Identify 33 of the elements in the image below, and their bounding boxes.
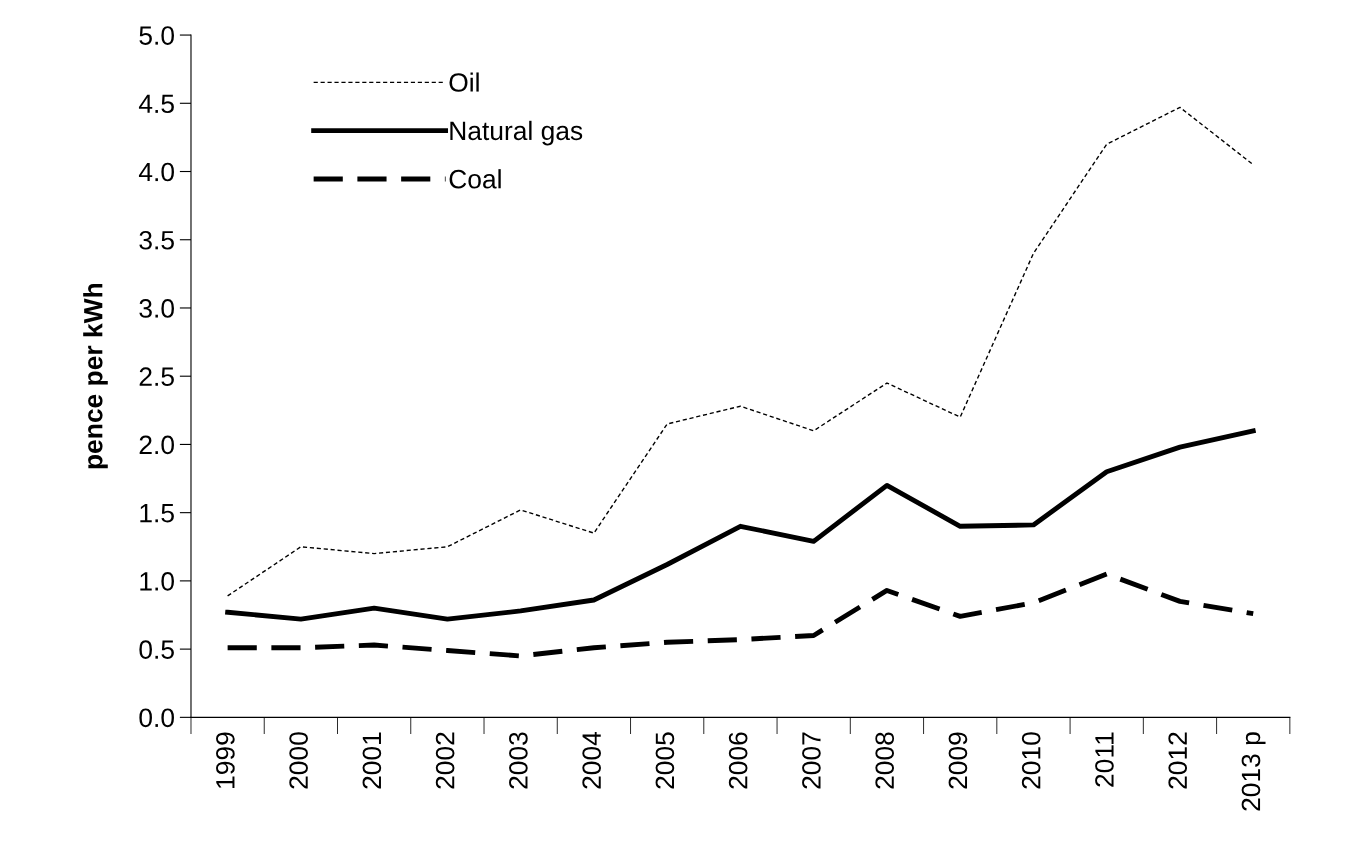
y-axis-title: pence per kWh	[83, 283, 108, 469]
y-tick-label: 4.0	[138, 162, 174, 182]
y-tick-label: 0.0	[139, 708, 174, 728]
y-tick-label: 2.0	[139, 435, 174, 455]
line-series	[226, 106, 1254, 597]
x-tick-label: 2009	[948, 732, 968, 789]
line-series	[225, 428, 1256, 622]
x-tick-label: 2005	[655, 732, 675, 789]
x-tick-label: 2004	[582, 732, 601, 789]
x-tick-label: 2003	[509, 732, 528, 789]
x-tick-label: 2007	[802, 732, 821, 789]
y-tick-label: 0.5	[139, 640, 174, 659]
legend-label: Natural gas	[450, 120, 583, 146]
x-tick-label: 2002	[435, 732, 455, 789]
y-tick-label: 4.5	[138, 94, 174, 114]
y-tick-label: 3.5	[139, 230, 174, 250]
y-tick-label: 1.0	[140, 572, 174, 591]
legend-label: Oil	[449, 72, 479, 92]
x-tick-label: 2006	[728, 732, 748, 789]
x-tick-label: 2000	[289, 732, 308, 789]
x-tick-label: 2011	[1095, 732, 1114, 787]
y-tick-label: 1.5	[140, 504, 174, 523]
x-tick-label: 2008	[875, 732, 895, 789]
y-tick-label: 3.0	[139, 299, 174, 318]
x-tick-label: 2010	[1021, 732, 1041, 789]
x-tick-label: 2012	[1168, 732, 1188, 789]
x-tick-label: 1999	[216, 732, 235, 788]
y-tick-label: 5.0	[139, 26, 174, 45]
x-tick-label: 2001	[362, 732, 382, 789]
line-series	[225, 571, 1256, 659]
legend-label: Coal	[449, 169, 501, 189]
x-tick-label: 2013 p	[1241, 732, 1266, 811]
y-tick-label: 2.5	[139, 367, 174, 387]
